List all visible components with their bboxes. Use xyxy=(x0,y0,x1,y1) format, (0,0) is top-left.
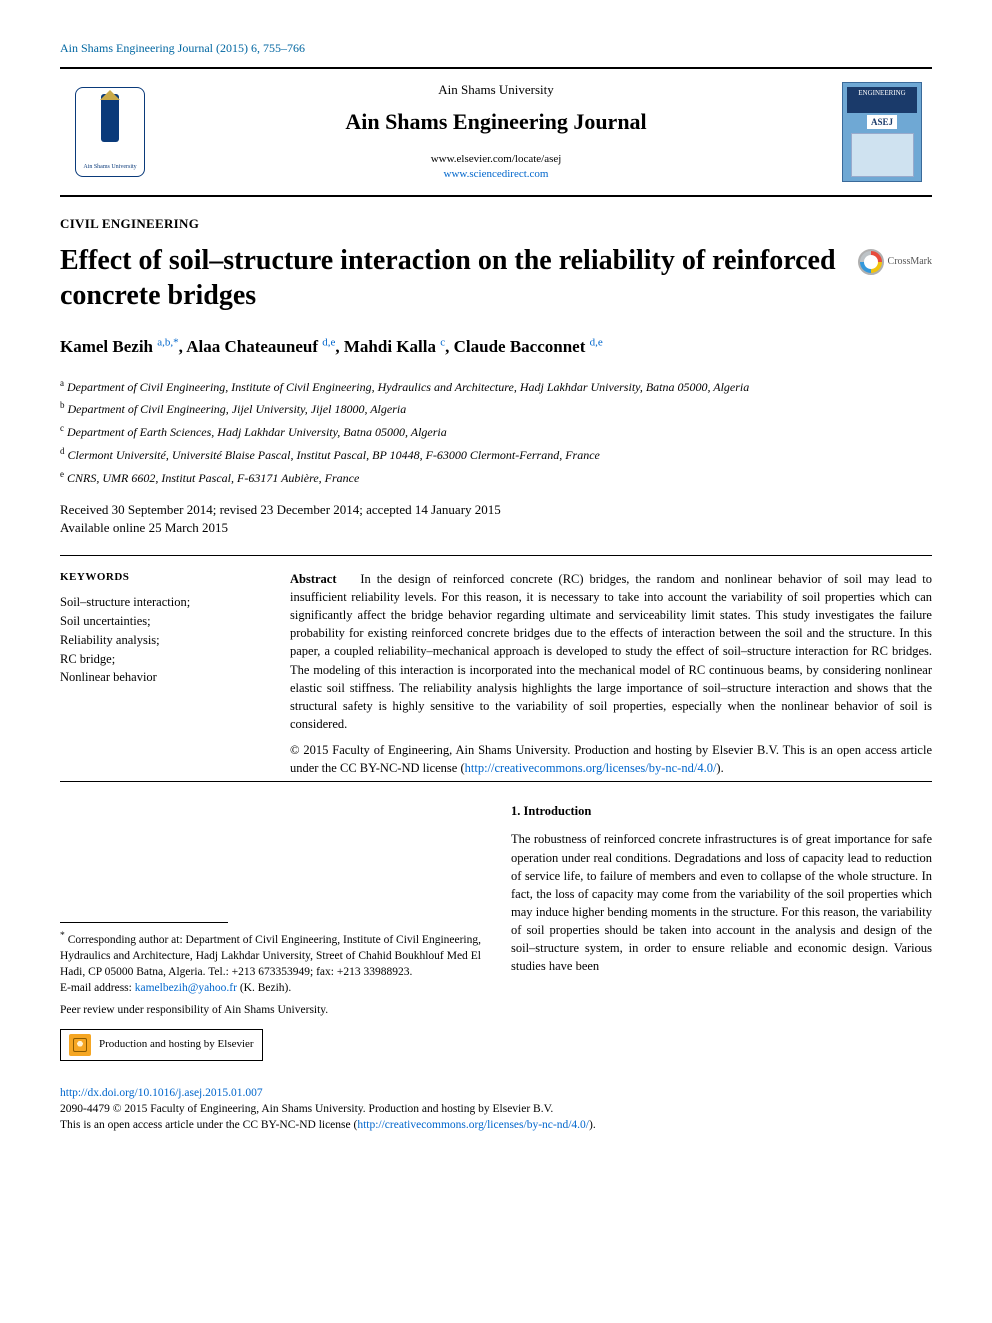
cover-image-placeholder xyxy=(851,133,914,176)
cc-license-link[interactable]: http://creativecommons.org/licenses/by-n… xyxy=(465,761,717,775)
copyright-close: ). xyxy=(716,761,723,775)
email-label: E-mail address: xyxy=(60,982,135,994)
footer-license-suffix: ). xyxy=(589,1119,596,1131)
affiliation: c Department of Earth Sciences, Hadj Lak… xyxy=(60,422,932,441)
crossmark-widget[interactable]: CrossMark xyxy=(858,249,932,275)
footer-license-prefix: This is an open access article under the… xyxy=(60,1119,357,1131)
journal-cover-thumbnail: ENGINEERING ASEJ xyxy=(842,82,922,182)
hosted-by: Ain Shams University xyxy=(160,81,832,99)
introduction-body: The robustness of reinforced concrete in… xyxy=(511,830,932,975)
doi-link[interactable]: http://dx.doi.org/10.1016/j.asej.2015.01… xyxy=(60,1087,263,1099)
corr-text: Corresponding author at: Department of C… xyxy=(60,934,481,978)
body-two-columns: * Corresponding author at: Department of… xyxy=(60,802,932,1061)
affiliations-block: a Department of Civil Engineering, Insti… xyxy=(60,377,932,487)
abstract-column: Abstract In the design of reinforced con… xyxy=(290,570,932,777)
divider-above-abstract xyxy=(60,555,932,556)
university-logo-container: Ain Shams University xyxy=(60,87,160,177)
university-logo-caption: Ain Shams University xyxy=(83,163,136,171)
introduction-heading: 1. Introduction xyxy=(511,802,932,820)
affiliation: d Clermont Université, Université Blaise… xyxy=(60,445,932,464)
journal-masthead: Ain Shams University Ain Shams Universit… xyxy=(60,67,932,197)
cover-top-label: ENGINEERING xyxy=(847,87,917,113)
footer-copyright: 2090-4479 © 2015 Faculty of Engineering,… xyxy=(60,1103,553,1115)
left-column: * Corresponding author at: Department of… xyxy=(60,802,481,1061)
dates-received-revised-accepted: Received 30 September 2014; revised 23 D… xyxy=(60,501,932,519)
copyright-line: © 2015 Faculty of Engineering, Ain Shams… xyxy=(290,741,932,777)
abstract-heading: Abstract xyxy=(290,572,337,586)
university-logo: Ain Shams University xyxy=(75,87,145,177)
abstract-body: In the design of reinforced concrete (RC… xyxy=(290,572,932,731)
affiliation: b Department of Civil Engineering, Jijel… xyxy=(60,399,932,418)
production-hosting-box: Production and hosting by Elsevier xyxy=(60,1029,263,1061)
keyword-item: Nonlinear behavior xyxy=(60,668,260,687)
crossmark-label: CrossMark xyxy=(888,255,932,269)
right-column: 1. Introduction The robustness of reinfo… xyxy=(511,802,932,1061)
elsevier-tree-icon xyxy=(69,1034,91,1056)
production-hosting-text: Production and hosting by Elsevier xyxy=(99,1037,254,1053)
crossmark-icon xyxy=(858,249,884,275)
keywords-heading: KEYWORDS xyxy=(60,570,260,585)
dates-available-online: Available online 25 March 2015 xyxy=(60,519,932,537)
journal-name: Ain Shams Engineering Journal xyxy=(160,107,832,138)
article-dates: Received 30 September 2014; revised 23 D… xyxy=(60,501,932,537)
corresponding-author-block: * Corresponding author at: Department of… xyxy=(60,929,481,996)
divider-below-abstract xyxy=(60,781,932,782)
page-footer: http://dx.doi.org/10.1016/j.asej.2015.01… xyxy=(60,1085,932,1133)
authors-line: Kamel Bezih a,b,*, Alaa Chateauneuf d,e,… xyxy=(60,335,932,359)
article-section-label: CIVIL ENGINEERING xyxy=(60,215,932,233)
keyword-item: Soil–structure interaction; xyxy=(60,593,260,612)
keyword-item: Reliability analysis; xyxy=(60,631,260,650)
keywords-list: Soil–structure interaction;Soil uncertai… xyxy=(60,593,260,687)
email-attribution: (K. Bezih). xyxy=(237,982,291,994)
journal-cover-container: ENGINEERING ASEJ xyxy=(832,82,932,182)
footer-cc-link[interactable]: http://creativecommons.org/licenses/by-n… xyxy=(357,1119,589,1131)
running-head: Ain Shams Engineering Journal (2015) 6, … xyxy=(60,40,932,57)
keywords-column: KEYWORDS Soil–structure interaction;Soil… xyxy=(60,570,260,777)
affiliation: a Department of Civil Engineering, Insti… xyxy=(60,377,932,396)
keyword-item: RC bridge; xyxy=(60,650,260,669)
sciencedirect-link[interactable]: www.sciencedirect.com xyxy=(444,168,549,180)
footnote-rule xyxy=(60,922,228,923)
peer-review-statement: Peer review under responsibility of Ain … xyxy=(60,1002,481,1019)
affiliation: e CNRS, UMR 6602, Institut Pascal, F-631… xyxy=(60,468,932,487)
article-title: Effect of soil–structure interaction on … xyxy=(60,243,846,313)
keyword-item: Soil uncertainties; xyxy=(60,612,260,631)
corr-marker: * xyxy=(60,930,65,941)
keywords-abstract-row: KEYWORDS Soil–structure interaction;Soil… xyxy=(60,570,932,777)
journal-homepage-link[interactable]: www.elsevier.com/locate/asej xyxy=(160,152,832,167)
masthead-center: Ain Shams University Ain Shams Engineeri… xyxy=(160,81,832,183)
masthead-links: www.elsevier.com/locate/asej www.science… xyxy=(160,152,832,183)
cover-acronym: ASEJ xyxy=(867,115,897,130)
author-email-link[interactable]: kamelbezih@yahoo.fr xyxy=(135,982,237,994)
